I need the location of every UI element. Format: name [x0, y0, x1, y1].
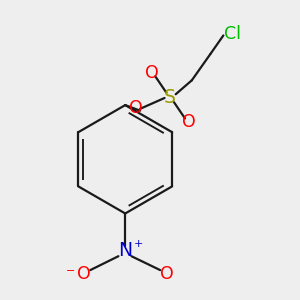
Text: Cl: Cl [224, 25, 241, 43]
Text: S: S [164, 88, 176, 107]
Text: +: + [134, 239, 143, 249]
Text: O: O [182, 113, 196, 131]
Text: O: O [160, 265, 174, 283]
Text: O: O [129, 99, 143, 117]
Text: −: − [66, 266, 75, 276]
Text: O: O [76, 265, 90, 283]
Text: N: N [118, 241, 132, 260]
Text: O: O [145, 64, 158, 82]
